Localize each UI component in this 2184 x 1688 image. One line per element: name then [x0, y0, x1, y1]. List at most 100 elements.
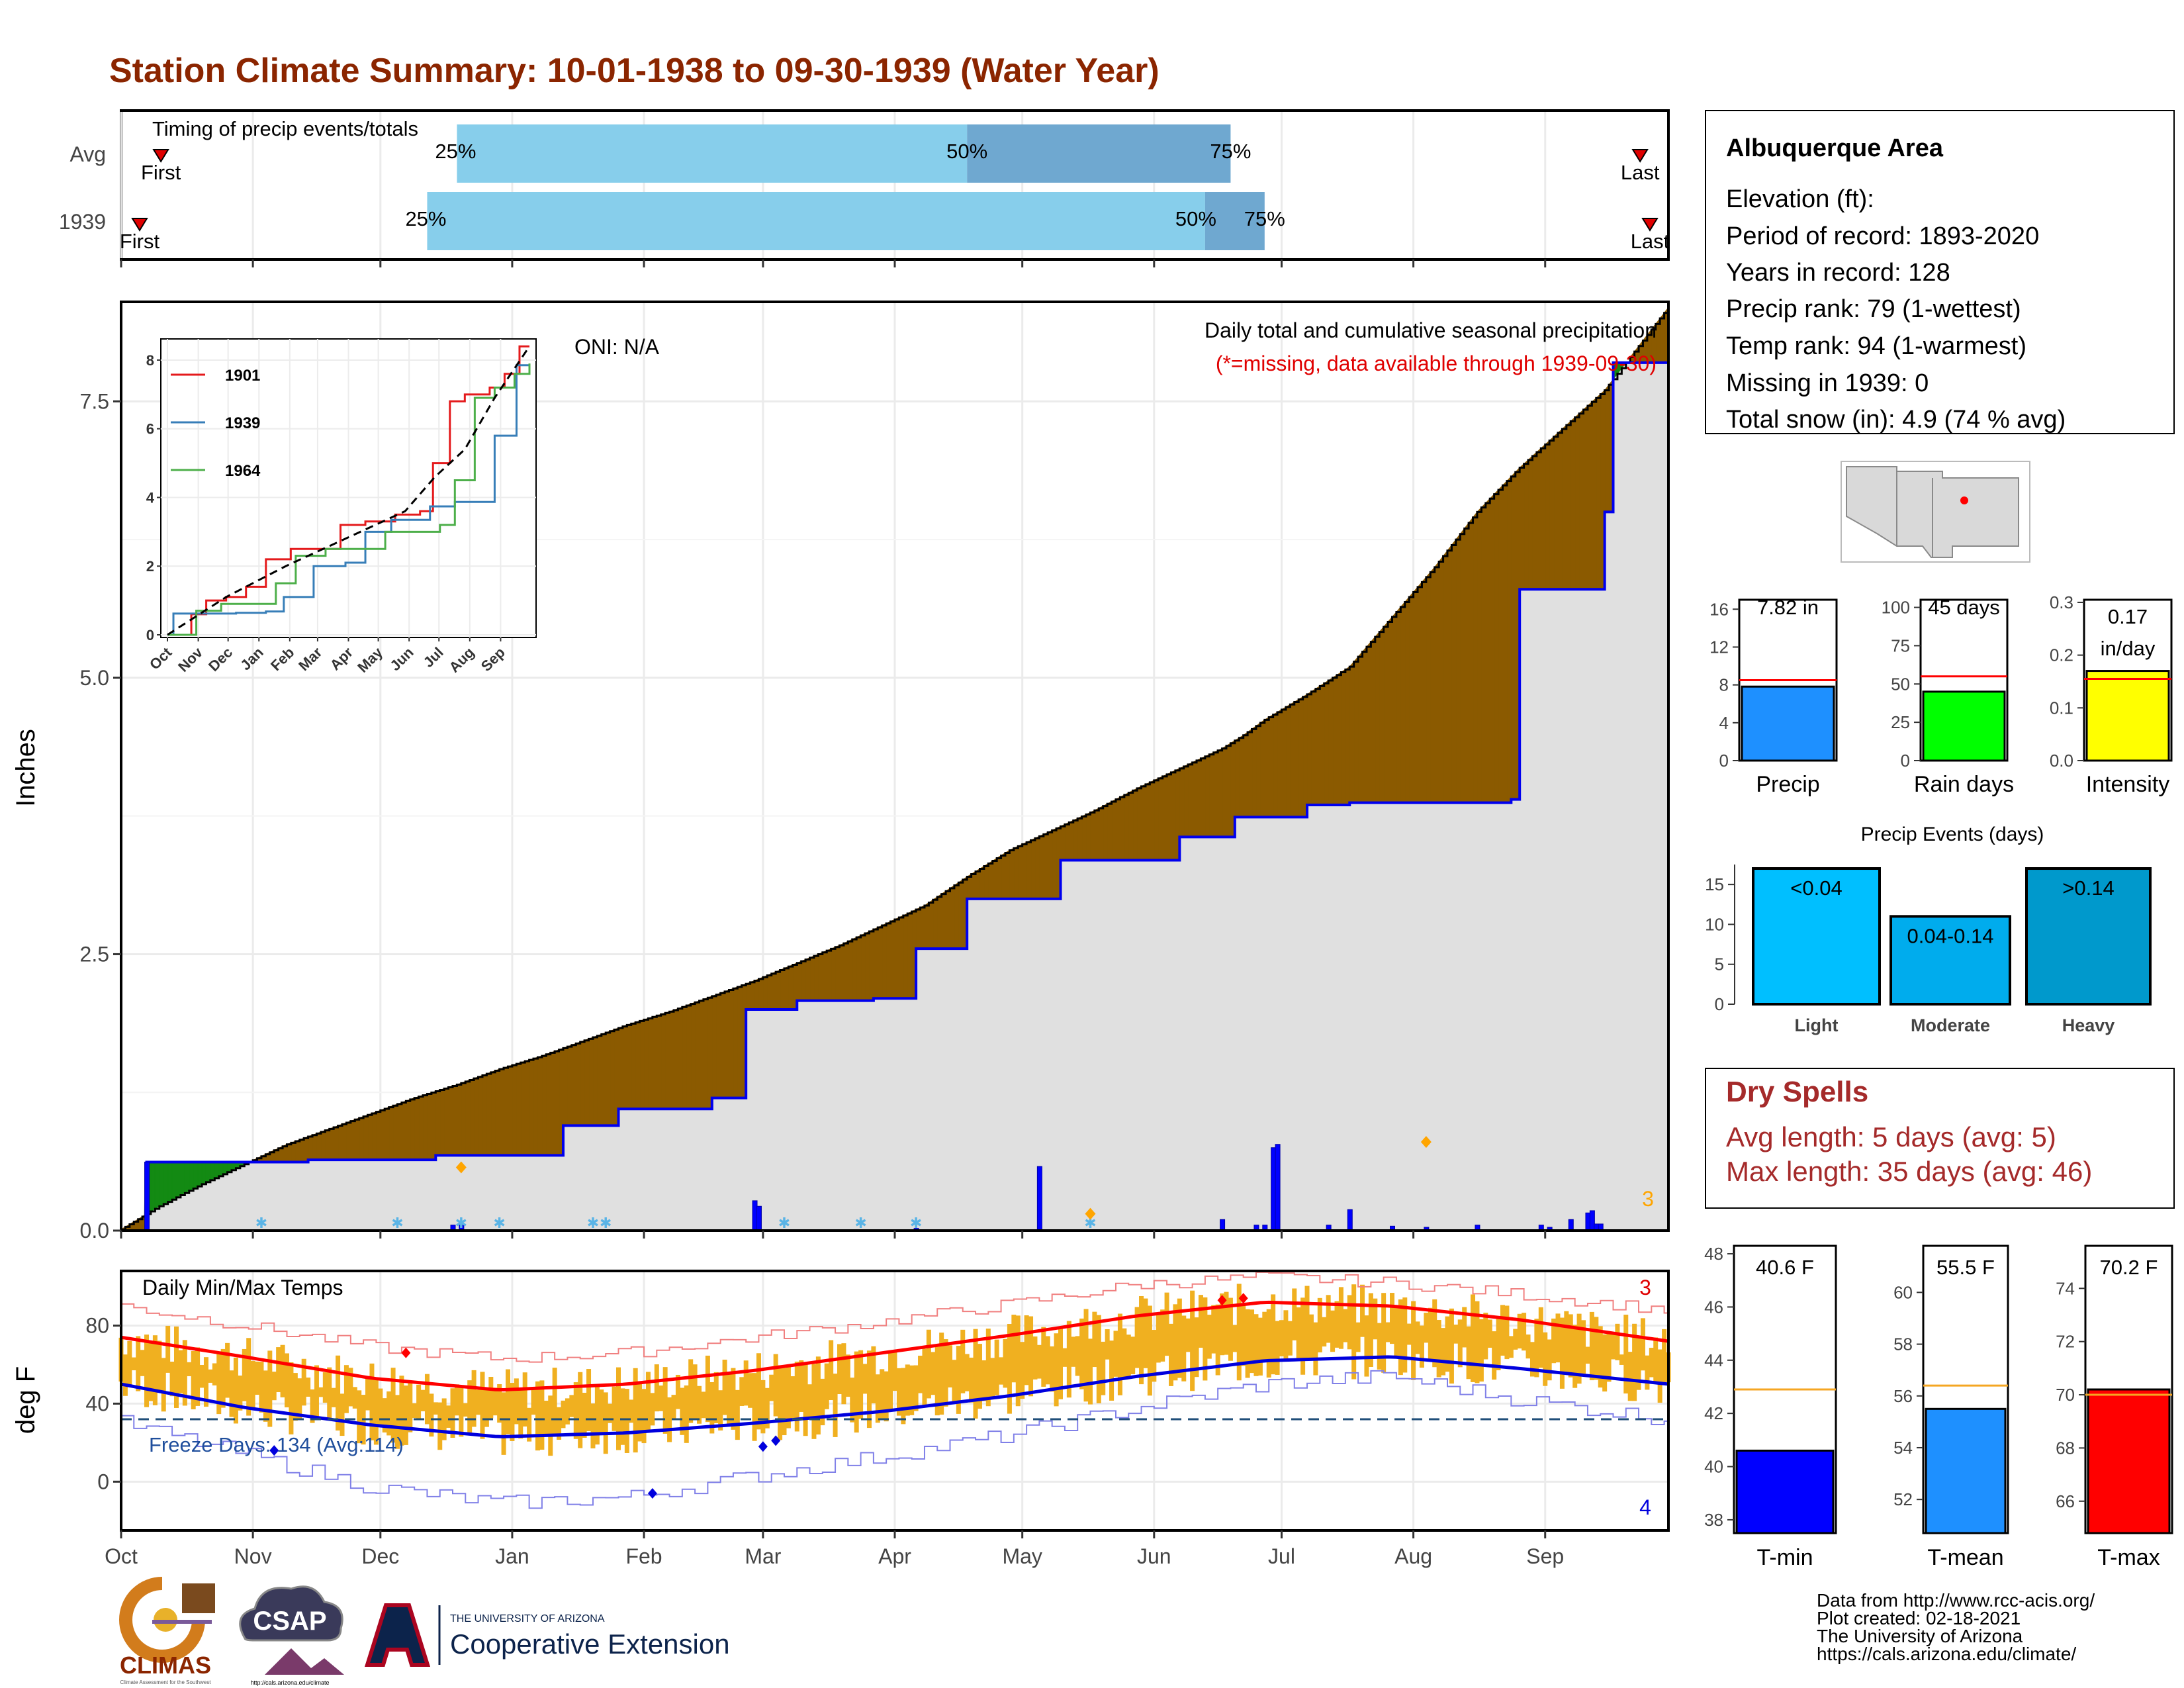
deficit-area — [1281, 706, 1287, 818]
timing-last-marker — [1641, 218, 1659, 232]
deficit-area — [1196, 758, 1201, 837]
daily-temp-bar — [1300, 1297, 1306, 1375]
daily-precip-bar — [144, 1161, 150, 1231]
deficit-area — [1357, 651, 1363, 804]
daily-temp-bar — [612, 1386, 617, 1431]
location-map — [1841, 461, 2030, 563]
daily-temp-bar — [1015, 1315, 1021, 1407]
daily-temp-bar — [934, 1346, 940, 1416]
deficit-area — [329, 1127, 334, 1160]
precip-y-axis: 0.0 2.5 5.0 7.5 — [80, 389, 121, 1243]
deficit-area — [410, 1097, 415, 1160]
deficit-area — [1566, 420, 1571, 590]
deficit-area — [1400, 601, 1406, 804]
timing-first-marker — [131, 218, 148, 232]
deficit-area — [1005, 849, 1010, 900]
snow-marker: ✱ — [910, 1215, 922, 1231]
summary-bar-rain-days — [1922, 690, 2006, 762]
temp-summary-ytick-label: 66 — [2056, 1491, 2075, 1511]
deficit-area — [610, 1029, 615, 1126]
daily-temp-bar — [238, 1375, 243, 1411]
deficit-area — [835, 945, 840, 1002]
daily-temp-bar — [697, 1385, 702, 1424]
inset-ytick-label: 6 — [146, 421, 154, 438]
daily-temp-bar — [620, 1388, 625, 1445]
deficit-area — [898, 915, 904, 999]
deficit-area — [345, 1120, 351, 1160]
daily-temp-bar — [748, 1373, 753, 1408]
station-info-box: Albuquerque Area Elevation (ft): Period … — [1705, 110, 2175, 434]
daily-temp-bar — [433, 1402, 438, 1415]
daily-temp-bar — [1147, 1305, 1152, 1396]
daily-temp-bar — [973, 1329, 978, 1419]
snow-marker: ✱ — [391, 1215, 403, 1231]
deficit-area — [839, 943, 844, 1002]
record-precip-marker — [455, 1161, 467, 1174]
daily-temp-bar — [1326, 1295, 1331, 1343]
daily-temp-bar — [1173, 1304, 1178, 1381]
deficit-area — [1477, 506, 1482, 804]
daily-temp-bar — [387, 1391, 392, 1436]
deficit-area — [758, 976, 764, 1010]
daily-temp-bar — [352, 1387, 357, 1409]
daily-temp-bar — [382, 1398, 387, 1432]
daily-temp-bar — [726, 1372, 732, 1425]
deficit-area — [1536, 447, 1541, 590]
csap-text: CSAP — [253, 1607, 326, 1636]
daily-temp-bar — [136, 1336, 141, 1391]
timing-first-label: First — [141, 161, 181, 184]
deficit-area — [1438, 555, 1444, 804]
deficit-area — [533, 1056, 538, 1156]
inset-average-line — [167, 346, 531, 636]
deficit-area — [724, 989, 729, 1099]
daily-temp-bar — [1071, 1336, 1076, 1367]
daily-temp-bar — [684, 1385, 689, 1443]
deficit-area — [486, 1072, 492, 1156]
daily-temp-bar — [1343, 1309, 1348, 1342]
deficit-area — [882, 923, 887, 999]
daily-temp-bar — [654, 1364, 659, 1412]
deficit-area — [1179, 766, 1185, 837]
daily-temp-bar — [259, 1362, 264, 1413]
deficit-area — [1226, 742, 1231, 837]
deficit-area — [813, 953, 819, 1002]
daily-temp-bar — [756, 1353, 761, 1430]
daily-temp-bar — [1449, 1308, 1454, 1384]
summary-ytick-label: 12 — [1709, 637, 1729, 657]
credit-line: https://cals.arizona.edu/climate/ — [1817, 1644, 2076, 1664]
daily-temp-bar — [1041, 1327, 1046, 1387]
daily-temp-bar — [850, 1378, 855, 1423]
deficit-area — [1247, 728, 1253, 818]
deficit-area — [788, 964, 794, 1010]
deficit-area — [1183, 764, 1189, 837]
deficit-area — [1459, 527, 1465, 804]
daily-temp-bar — [1160, 1309, 1165, 1362]
deficit-area — [1154, 778, 1159, 861]
daily-temp-bar — [926, 1329, 931, 1399]
daily-temp-bar — [420, 1389, 426, 1412]
summary-ytick-label: 0.1 — [2050, 698, 2073, 718]
month-tick-label: Feb — [625, 1544, 662, 1568]
daily-temp-bar — [1143, 1298, 1148, 1368]
daily-temp-bar — [1627, 1352, 1633, 1401]
daily-temp-bar — [480, 1372, 485, 1439]
daily-temp-bar — [1394, 1307, 1399, 1356]
daily-temp-bar — [331, 1387, 336, 1407]
summary-bar-intensity — [2085, 670, 2170, 762]
deficit-area — [320, 1129, 326, 1160]
deficit-area — [1098, 805, 1104, 861]
daily-temp-bar — [650, 1393, 655, 1426]
summary-bar-label: Rain days — [1914, 772, 2014, 797]
deficit-area — [333, 1125, 339, 1160]
deficit-area — [817, 952, 823, 1002]
deficit-area — [341, 1122, 347, 1160]
daily-temp-bar — [960, 1329, 966, 1393]
deficit-area — [1375, 631, 1380, 804]
daily-temp-bar — [866, 1350, 872, 1429]
daily-temp-bar — [378, 1388, 383, 1427]
temp-y-label: deg F — [11, 1366, 40, 1434]
daily-temp-bar — [522, 1372, 527, 1427]
station-line: Period of record: 1893-2020 — [1726, 222, 2039, 250]
daily-temp-bar — [582, 1392, 587, 1438]
